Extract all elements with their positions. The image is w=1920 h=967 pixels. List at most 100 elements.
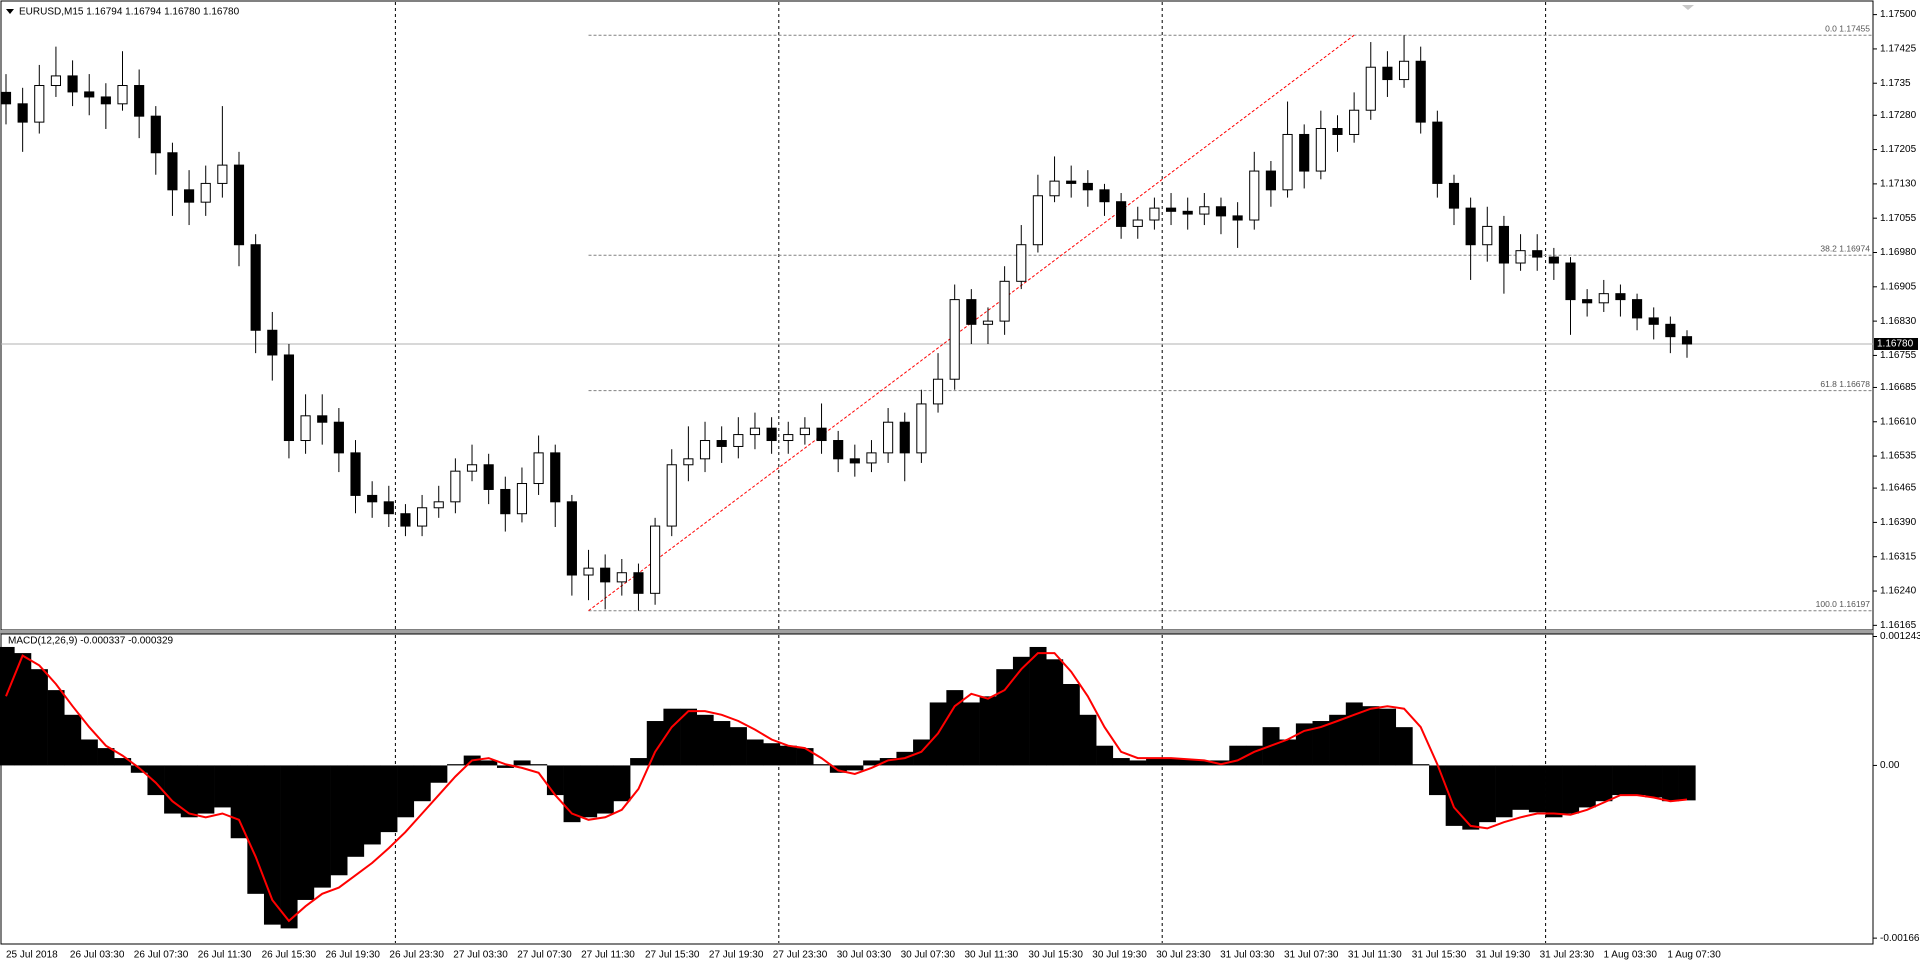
macd-bar	[713, 721, 731, 766]
macd-bar	[347, 765, 365, 857]
candle-body	[550, 452, 561, 503]
candle-body	[1532, 250, 1543, 258]
y-tick-label: 0.00	[1880, 760, 1900, 771]
x-tick-label: 31 Jul 11:30	[1348, 950, 1402, 961]
macd-bar	[1162, 758, 1180, 766]
macd-bar	[1312, 721, 1330, 766]
macd-bar	[1212, 760, 1230, 766]
candle-body	[1582, 299, 1593, 304]
candle-body	[733, 434, 744, 447]
macd-bar	[164, 765, 182, 814]
y-tick-label: -0.001665	[1880, 933, 1920, 944]
menu-arrow[interactable]	[6, 9, 14, 14]
candle-body	[233, 164, 245, 246]
x-tick-label: 26 Jul 23:30	[389, 950, 444, 961]
macd-bar	[1329, 714, 1347, 766]
macd-bar	[1079, 714, 1097, 766]
macd-bar	[447, 764, 464, 766]
candle-body	[899, 421, 910, 454]
candle-body	[100, 96, 111, 105]
macd-bar	[863, 760, 881, 766]
macd-bar	[696, 714, 714, 766]
candle-body	[833, 440, 844, 460]
macd-bar	[1562, 765, 1580, 814]
macd-bar	[47, 690, 65, 766]
y-tick-label: 1.16535	[1880, 451, 1917, 462]
candle-body	[350, 452, 361, 496]
x-tick-label: 27 Jul 19:30	[709, 950, 764, 961]
candle-body	[333, 421, 344, 454]
candle-body	[1415, 60, 1426, 123]
candle-body	[1116, 201, 1127, 227]
candle-body	[483, 464, 494, 490]
candle-body	[1082, 182, 1093, 191]
macd-bar	[580, 765, 598, 818]
x-tick-label: 26 Jul 11:30	[198, 950, 252, 961]
candle-body	[583, 567, 594, 576]
candle-body	[949, 299, 960, 380]
y-tick-label: 1.1735	[1880, 78, 1911, 89]
macd-bar	[480, 760, 498, 766]
macd-bar	[763, 743, 781, 766]
x-tick-label: 26 Jul 19:30	[326, 950, 381, 961]
candle-body	[1265, 170, 1276, 191]
macd-bar	[796, 748, 814, 766]
candle-body	[283, 354, 295, 442]
x-tick-label: 31 Jul 15:30	[1412, 950, 1467, 961]
candle-body	[1165, 207, 1177, 212]
candle-body	[1498, 225, 1509, 264]
macd-bar	[1662, 765, 1679, 802]
macd-bar	[363, 765, 381, 845]
candle-body	[699, 440, 711, 460]
candle-body	[1199, 206, 1210, 215]
candle-body	[799, 427, 810, 436]
macd-bar	[946, 690, 964, 766]
macd-bar	[979, 696, 997, 766]
fib-label: 38.2 1.16974	[1820, 243, 1870, 253]
candle-body	[1648, 317, 1659, 325]
candle-body	[1132, 219, 1143, 227]
x-tick-label: 31 Jul 19:30	[1476, 950, 1531, 961]
macd-bar	[779, 745, 797, 766]
y-tick-label: 1.17280	[1880, 110, 1917, 121]
macd-bar	[1179, 759, 1197, 766]
x-tick-label: 31 Jul 03:30	[1220, 950, 1275, 961]
macd-bar	[630, 758, 648, 766]
candle-body	[1565, 262, 1576, 301]
macd-bar	[746, 739, 764, 766]
macd-bar	[1628, 765, 1646, 796]
macd-bar	[1146, 758, 1164, 766]
macd-panel-frame	[0, 633, 1874, 945]
macd-bar	[80, 739, 98, 766]
macd-bar	[1595, 765, 1613, 802]
candle-body	[450, 470, 461, 503]
candle-body	[783, 434, 794, 442]
macd-bar	[646, 721, 664, 766]
candle-body	[716, 440, 727, 447]
macd-bar	[729, 727, 747, 766]
macd-bar	[1445, 765, 1463, 826]
macd-bar	[1528, 765, 1546, 813]
candle-body	[1615, 293, 1626, 301]
candle-body	[1016, 244, 1027, 282]
macd-bar	[1345, 702, 1363, 766]
price-panel-frame	[0, 0, 1874, 631]
candle-body	[1349, 109, 1360, 135]
candle-body	[1465, 207, 1476, 246]
candle-body	[1066, 180, 1077, 184]
macd-bar	[1495, 765, 1513, 818]
y-tick-label: 1.17425	[1880, 44, 1917, 55]
candle-body	[317, 415, 328, 423]
candle-body	[1049, 180, 1060, 197]
macd-bar	[1379, 708, 1397, 766]
current-price-box	[1874, 337, 1918, 350]
x-tick-label: 27 Jul 23:30	[773, 950, 828, 961]
x-tick-label: 1 Aug 07:30	[1667, 950, 1721, 961]
x-tick-label: 1 Aug 03:30	[1604, 950, 1658, 961]
candle-body	[516, 483, 528, 515]
macd-bar	[829, 765, 847, 773]
candle-body	[816, 427, 827, 442]
y-tick-label: 1.16465	[1880, 483, 1917, 494]
macd-bar	[1429, 765, 1446, 796]
candle-body	[1382, 66, 1393, 81]
